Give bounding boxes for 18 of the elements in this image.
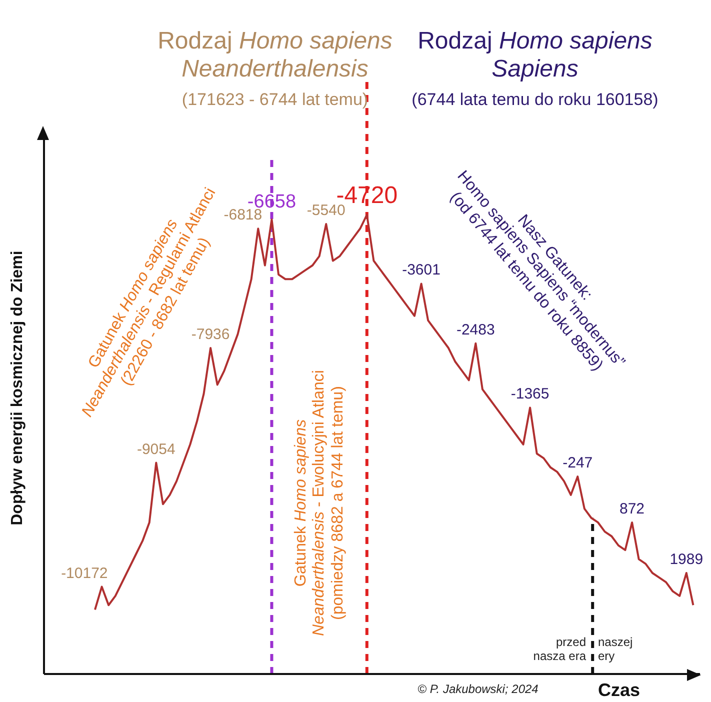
annotation: -3601 — [402, 262, 440, 279]
annotation: 1989 — [670, 550, 704, 568]
annotation: -1365 — [510, 386, 550, 403]
y-axis-title: Dopływ energii kosmicznej do Ziemi — [9, 250, 27, 526]
annotation: naszej ery — [598, 635, 633, 664]
text: © P. Jakubowski; 2024 — [418, 682, 538, 697]
text: (6744 lata temu do roku 160158) — [412, 90, 658, 110]
annotation: -2483 — [456, 321, 495, 338]
annotation: przed nasza era — [533, 635, 586, 664]
annotation: -10172 — [61, 564, 108, 582]
x-axis-title: Czas — [598, 680, 640, 701]
annotation: -247 — [562, 454, 593, 472]
text: (171623 - 6744 lat temu) — [182, 90, 368, 110]
annotation: -7936 — [191, 326, 230, 344]
text: Rodzaj Homo sapiens Neanderthalensis — [158, 27, 392, 82]
annotation: -9054 — [136, 440, 176, 458]
annotation: 872 — [620, 500, 645, 518]
text: Rodzaj Homo sapiens Sapiens — [418, 27, 652, 82]
